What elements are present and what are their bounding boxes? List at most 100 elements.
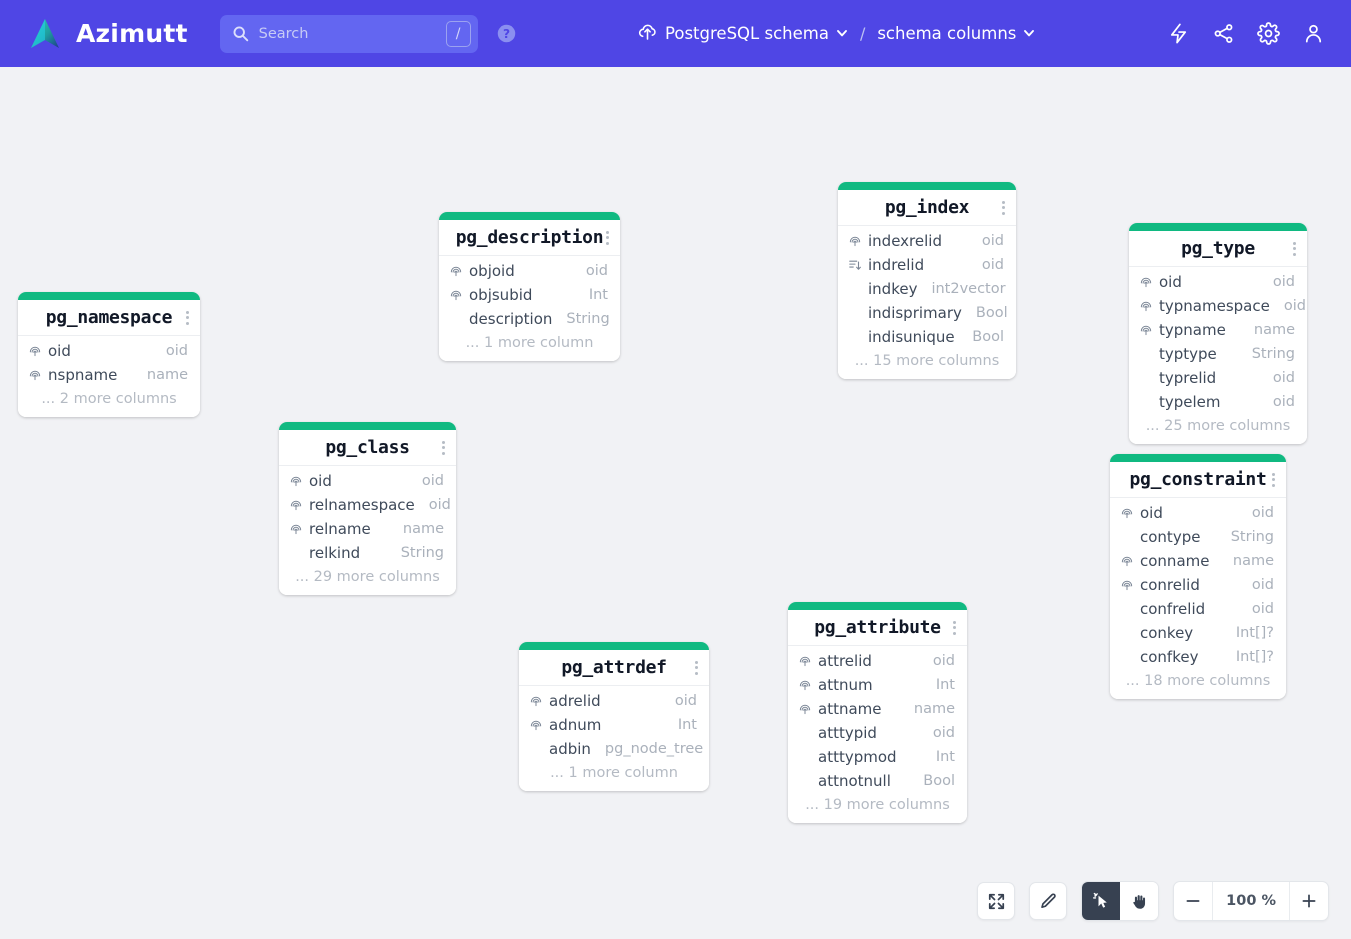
column-row[interactable]: relkind String xyxy=(279,541,456,565)
column-row[interactable]: attrelid oid xyxy=(788,649,967,673)
column-row[interactable]: nspname name xyxy=(18,363,200,387)
table-header[interactable]: pg_attribute xyxy=(788,610,967,646)
column-row[interactable]: oid oid xyxy=(18,339,200,363)
column-type: Int xyxy=(588,287,608,303)
table-card-pg_type[interactable]: pg_type oid oid typnamespace oid typname name t… xyxy=(1129,223,1307,444)
column-row[interactable]: indisprimary Bool xyxy=(838,301,1016,325)
table-name: pg_type xyxy=(1181,238,1255,259)
pencil-edit-icon[interactable] xyxy=(1029,882,1068,920)
column-row[interactable]: attnotnull Bool xyxy=(788,769,967,793)
column-type: name xyxy=(913,701,955,717)
table-menu-dots-icon[interactable] xyxy=(606,230,609,245)
column-row[interactable]: relnamespace oid xyxy=(279,493,456,517)
column-row[interactable]: objsubid Int xyxy=(439,283,620,307)
column-row[interactable]: conrelid oid xyxy=(1110,573,1286,597)
table-header[interactable]: pg_namespace xyxy=(18,300,200,336)
column-name: attnotnull xyxy=(818,772,891,790)
search-input[interactable]: Search / xyxy=(219,14,478,53)
brand-logo[interactable]: Azimutt xyxy=(26,15,188,53)
breadcrumb-project[interactable]: PostgreSQL schema xyxy=(637,21,848,46)
column-name: typrelid xyxy=(1159,369,1217,387)
column-name: oid xyxy=(1159,273,1182,291)
fingerprint-icon xyxy=(289,522,303,536)
column-row[interactable]: typelem oid xyxy=(1129,390,1307,414)
column-row[interactable]: contype String xyxy=(1110,525,1286,549)
more-columns-label[interactable]: ... 15 more columns xyxy=(854,353,1000,369)
table-header[interactable]: pg_description xyxy=(439,220,620,256)
column-row[interactable]: adrelid oid xyxy=(519,689,709,713)
table-card-pg_attrdef[interactable]: pg_attrdef adrelid oid adnum Int adbin pg_node… xyxy=(519,642,709,791)
share-icon[interactable] xyxy=(1212,22,1235,45)
table-card-pg_attribute[interactable]: pg_attribute attrelid oid attnum Int attname n… xyxy=(788,602,967,823)
table-accent-bar xyxy=(1129,223,1307,231)
zoom-in-plus-icon[interactable] xyxy=(1290,882,1328,920)
table-header[interactable]: pg_attrdef xyxy=(519,650,709,686)
column-row[interactable]: atttypmod Int xyxy=(788,745,967,769)
table-menu-dots-icon[interactable] xyxy=(953,620,956,635)
column-row[interactable]: attname name xyxy=(788,697,967,721)
column-name: indexrelid xyxy=(868,232,942,250)
chevron-down-icon xyxy=(1023,24,1035,43)
erd-canvas[interactable]: pg_namespace oid oid nspname name... 2 more … xyxy=(0,67,1351,939)
table-menu-dots-icon[interactable] xyxy=(442,440,445,455)
question-mark-circle-icon[interactable]: ? xyxy=(496,23,517,44)
table-menu-dots-icon[interactable] xyxy=(695,660,698,675)
column-row[interactable]: attnum Int xyxy=(788,673,967,697)
settings-gear-icon[interactable] xyxy=(1257,22,1280,45)
more-columns-label[interactable]: ... 1 more column xyxy=(465,335,594,351)
zoom-out-minus-icon[interactable] xyxy=(1174,882,1212,920)
column-name: conrelid xyxy=(1140,576,1200,594)
cursor-select-icon[interactable] xyxy=(1082,882,1121,920)
more-columns-label[interactable]: ... 29 more columns xyxy=(295,569,440,585)
more-columns-label[interactable]: ... 19 more columns xyxy=(805,797,950,813)
user-account-icon[interactable] xyxy=(1302,22,1325,45)
column-row[interactable]: oid oid xyxy=(1129,270,1307,294)
table-menu-dots-icon[interactable] xyxy=(1002,200,1005,215)
column-row[interactable]: oid oid xyxy=(279,469,456,493)
column-row[interactable]: indrelid oid xyxy=(838,253,1016,277)
column-name: atttypid xyxy=(818,724,877,742)
column-row[interactable]: confrelid oid xyxy=(1110,597,1286,621)
table-card-pg_description[interactable]: pg_description objoid oid objsubid Int descri… xyxy=(439,212,620,361)
column-row[interactable]: indkey int2vector xyxy=(838,277,1016,301)
column-row[interactable]: indisunique Bool xyxy=(838,325,1016,349)
breadcrumb-layout[interactable]: schema columns xyxy=(877,24,1035,43)
more-columns-label[interactable]: ... 25 more columns xyxy=(1145,418,1291,434)
table-header[interactable]: pg_class xyxy=(279,430,456,466)
hand-pan-icon[interactable] xyxy=(1120,882,1159,920)
column-row[interactable]: atttypid oid xyxy=(788,721,967,745)
column-row[interactable]: typname name xyxy=(1129,318,1307,342)
column-type: Int[]? xyxy=(1235,649,1274,665)
table-menu-dots-icon[interactable] xyxy=(1272,472,1275,487)
commands-lightning-icon[interactable] xyxy=(1167,22,1190,45)
table-menu-dots-icon[interactable] xyxy=(1293,241,1296,256)
column-row[interactable]: typrelid oid xyxy=(1129,366,1307,390)
column-row[interactable]: confkey Int[]? xyxy=(1110,645,1286,669)
column-row[interactable]: typnamespace oid xyxy=(1129,294,1307,318)
fingerprint-icon xyxy=(1139,275,1153,289)
more-columns-label[interactable]: ... 2 more columns xyxy=(41,391,177,407)
column-row[interactable]: objoid oid xyxy=(439,259,620,283)
table-header[interactable]: pg_constraint xyxy=(1110,462,1286,498)
column-row[interactable]: indexrelid oid xyxy=(838,229,1016,253)
column-row[interactable]: oid oid xyxy=(1110,501,1286,525)
column-row[interactable]: adnum Int xyxy=(519,713,709,737)
column-row[interactable]: description String xyxy=(439,307,620,331)
table-header[interactable]: pg_index xyxy=(838,190,1016,226)
table-card-pg_index[interactable]: pg_index indexrelid oid indrelid oid indkey in… xyxy=(838,182,1016,379)
more-columns-label[interactable]: ... 18 more columns xyxy=(1125,673,1271,689)
more-columns-label[interactable]: ... 1 more column xyxy=(550,765,678,781)
table-menu-dots-icon[interactable] xyxy=(186,310,189,325)
column-row[interactable]: conkey Int[]? xyxy=(1110,621,1286,645)
column-row[interactable]: typtype String xyxy=(1129,342,1307,366)
fullscreen-expand-icon[interactable] xyxy=(977,882,1016,920)
column-row[interactable]: adbin pg_node_tree xyxy=(519,737,709,761)
table-name: pg_namespace xyxy=(45,307,173,328)
column-row[interactable]: relname name xyxy=(279,517,456,541)
column-row[interactable]: conname name xyxy=(1110,549,1286,573)
table-header[interactable]: pg_type xyxy=(1129,231,1307,267)
column-name: indrelid xyxy=(868,256,925,274)
